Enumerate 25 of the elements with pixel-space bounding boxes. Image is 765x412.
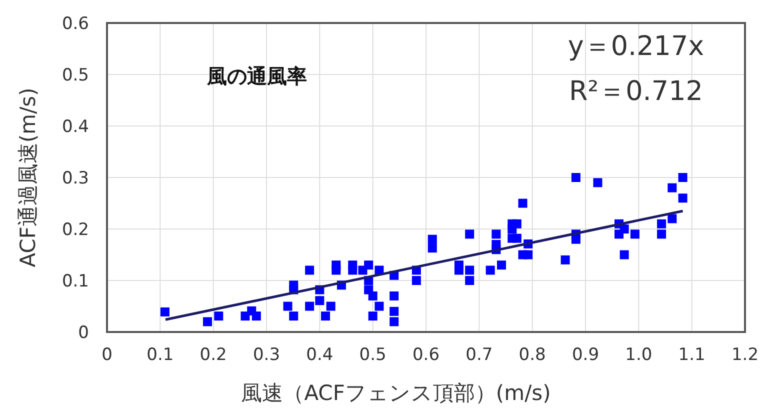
y-axis-title: ACF通過風速(m/s): [16, 88, 40, 268]
x-tick-label: 0.5: [359, 345, 386, 365]
y-tick-label: 0: [78, 323, 89, 343]
annotation: y＝0.217x: [568, 31, 704, 62]
y-tick-label: 0.6: [62, 14, 89, 34]
x-tick-label: 0.3: [252, 345, 280, 365]
x-tick-label: 1.1: [678, 345, 706, 365]
x-tick-label: 0.4: [306, 345, 334, 365]
y-tick-label: 0.4: [62, 117, 89, 137]
x-tick-label: 1.2: [731, 345, 759, 365]
x-tick-label: 0.2: [200, 345, 227, 365]
x-axis-title: 風速（ACFフェンス頂部）(m/s): [241, 381, 551, 405]
annotation: 風の通風率: [206, 64, 307, 88]
y-tick-label: 0.2: [62, 220, 89, 240]
x-tick-label: 1.0: [625, 345, 652, 365]
x-tick-label: 0.6: [412, 345, 440, 365]
annotation: R²＝0.712: [569, 76, 703, 107]
y-tick-label: 0.5: [62, 66, 89, 86]
x-tick-label: 0.8: [518, 345, 546, 365]
y-tick-label: 0.1: [62, 272, 89, 292]
x-tick-label: 0.1: [146, 345, 174, 365]
x-tick-label: 0: [102, 345, 112, 365]
x-tick-label: 0.7: [466, 345, 493, 365]
y-tick-label: 0.3: [62, 168, 89, 188]
x-tick-label: 0.9: [572, 345, 600, 365]
